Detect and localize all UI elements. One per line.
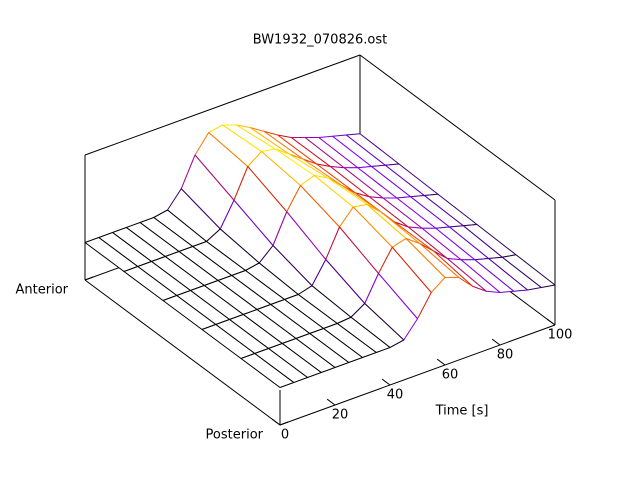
x-tick-label: 80	[497, 348, 514, 363]
y-tick	[84, 276, 94, 281]
x-tick	[491, 338, 501, 346]
y-tick-label: Anterior	[16, 283, 69, 298]
x-tick-label: 0	[281, 428, 289, 443]
surface	[84, 124, 556, 388]
x-tick	[381, 378, 391, 386]
y-tick	[279, 421, 289, 426]
surface-cell	[240, 353, 295, 388]
box-edge	[84, 279, 281, 426]
x-tick	[436, 358, 446, 366]
x-tick-label: 60	[442, 368, 459, 383]
chart-title: BW1932_070826.ost	[253, 33, 387, 48]
box-edge	[359, 54, 556, 201]
x-axis-label: Time [s]	[435, 404, 489, 419]
x-tick	[326, 398, 336, 406]
x-tick-label: 20	[332, 408, 349, 423]
y-tick-label: Posterior	[206, 428, 264, 443]
x-tick-label: 100	[548, 328, 573, 343]
box-edge	[84, 54, 361, 156]
x-tick	[546, 318, 556, 326]
x-tick-label: 40	[387, 388, 404, 403]
box-edge	[279, 324, 556, 426]
box-front: 0 20 40 60 80 100 Posterior Anterior	[16, 276, 573, 443]
x-tick	[271, 418, 281, 426]
